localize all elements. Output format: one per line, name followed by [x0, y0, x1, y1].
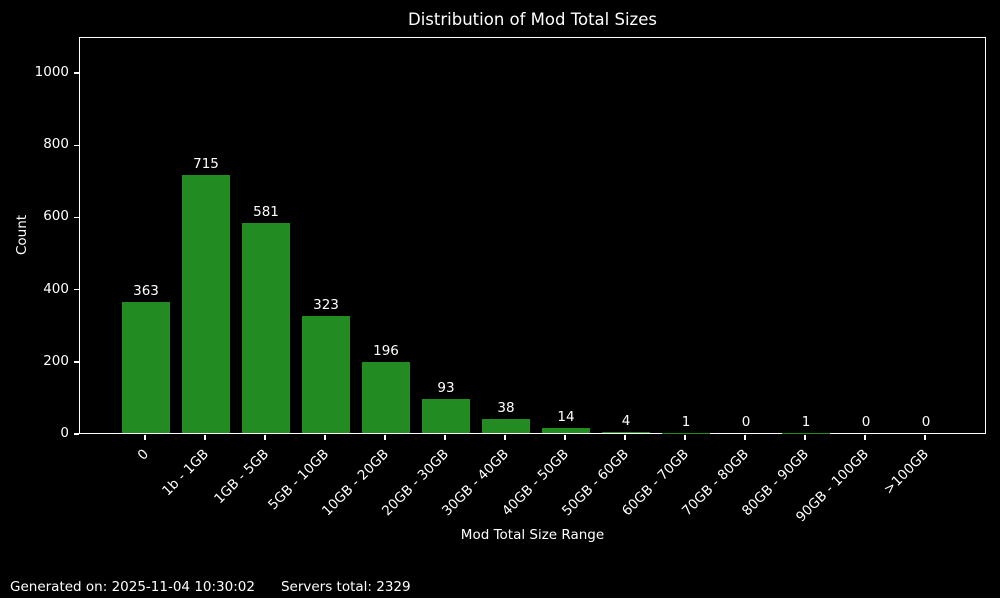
x-tick-label: 5GB - 10GB	[265, 446, 333, 514]
y-tick-label: 0	[60, 425, 69, 441]
x-tick-label: >100GB	[880, 446, 933, 498]
x-tick-mark	[144, 435, 146, 440]
bar-value-label: 0	[741, 414, 751, 430]
bar	[182, 174, 230, 433]
y-tick-label: 400	[43, 280, 69, 297]
bar-value-label: 363	[133, 283, 159, 299]
x-axis-label: Mod Total Size Range	[460, 527, 605, 543]
plot-area: 363 715 581 323 196 93 38 14 4 1 0 1 0 0	[79, 37, 986, 434]
x-tick-mark	[324, 435, 326, 440]
bar	[242, 223, 290, 433]
x-tick-mark	[204, 435, 206, 440]
x-tick-label: 80GB - 90GB	[739, 446, 813, 520]
y-tick-label: 800	[43, 136, 69, 153]
y-tick-label: 200	[43, 352, 69, 369]
bottom-border-line	[0, 598, 1000, 600]
y-tick-mark	[74, 72, 79, 74]
x-tick-mark	[744, 435, 746, 440]
bar-value-label: 4	[621, 412, 631, 429]
y-tick-label: 600	[43, 208, 69, 225]
x-tick-mark	[624, 435, 626, 440]
x-tick-mark	[444, 435, 446, 440]
y-tick-mark	[74, 433, 79, 435]
x-tick-label: 40GB - 50GB	[499, 446, 573, 520]
bar	[122, 302, 170, 433]
x-tick-label: 1GB - 5GB	[211, 446, 273, 508]
x-tick-label: 10GB - 20GB	[319, 446, 393, 520]
bar-value-label: 581	[253, 204, 279, 221]
bar-value-label: 38	[497, 400, 515, 417]
y-tick-mark	[74, 216, 79, 219]
y-tick-mark	[74, 288, 79, 291]
x-tick-label: 50GB - 60GB	[559, 446, 633, 520]
x-tick-mark	[864, 435, 866, 440]
bar	[482, 419, 530, 433]
x-tick-label: 0	[134, 446, 153, 464]
bar	[422, 399, 470, 433]
bar-value-label: 0	[861, 414, 871, 430]
bar-value-label: 715	[193, 155, 219, 172]
x-tick-label: 20GB - 30GB	[379, 446, 453, 520]
bar-value-label: 1	[801, 413, 811, 430]
bar	[362, 362, 410, 433]
bar-value-label: 323	[313, 297, 339, 314]
generated-timestamp: Generated on: 2025-11-04 10:30:02	[10, 579, 255, 595]
bar-value-label: 196	[373, 343, 399, 360]
x-tick-label: 90GB - 100GB	[792, 446, 873, 526]
footer: Generated on: 2025-11-04 10:30:02 Server…	[10, 579, 411, 595]
x-tick-mark	[684, 435, 686, 440]
bar	[542, 427, 590, 433]
bar-value-label: 14	[557, 408, 575, 425]
x-tick-mark	[924, 435, 926, 440]
x-tick-mark	[804, 435, 806, 440]
bar	[602, 431, 650, 433]
x-tick-mark	[384, 435, 386, 440]
bar-value-label: 93	[437, 380, 455, 397]
x-tick-mark	[564, 435, 566, 440]
chart-title: Distribution of Mod Total Sizes	[408, 10, 657, 29]
y-tick-label: 1000	[34, 64, 69, 81]
x-tick-label: 1b - 1GB	[159, 446, 213, 500]
bar-value-label: 1	[681, 413, 691, 430]
x-tick-label: 60GB - 70GB	[619, 446, 693, 520]
servers-total: Servers total: 2329	[280, 579, 411, 595]
y-tick-mark	[74, 144, 79, 147]
y-tick-mark	[74, 361, 79, 363]
x-tick-label: 30GB - 40GB	[439, 446, 513, 520]
x-tick-mark	[504, 435, 506, 440]
x-tick-label: 70GB - 80GB	[679, 446, 753, 520]
bar	[302, 316, 350, 433]
bar-value-label: 0	[921, 414, 931, 430]
x-tick-mark	[264, 435, 266, 440]
